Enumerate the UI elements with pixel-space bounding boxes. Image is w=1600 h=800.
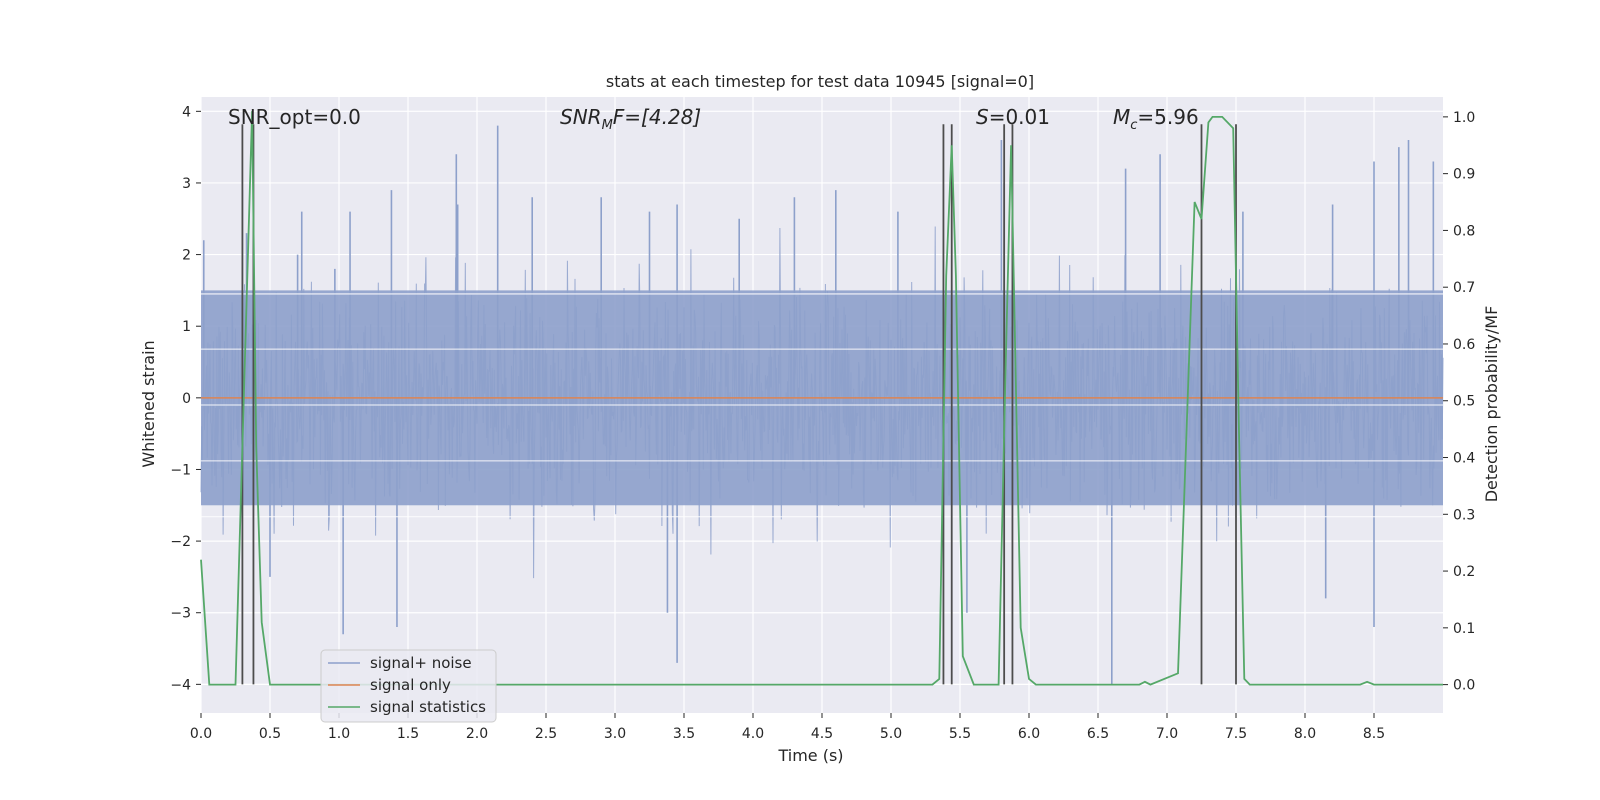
y2-tick-label: 0.6 xyxy=(1453,337,1475,353)
statistics-line xyxy=(200,111,1443,686)
legend-label-signal: signal only xyxy=(370,676,451,694)
x-tick-label: 0.0 xyxy=(190,726,212,742)
y2-tick-label: 0.2 xyxy=(1453,564,1475,580)
y2-tick-label: 0.7 xyxy=(1453,280,1475,296)
x-axis-label: Time (s) xyxy=(777,746,843,765)
x-tick-label: 7.0 xyxy=(1156,726,1178,742)
x-tick-label: 5.5 xyxy=(949,726,971,742)
y2-tick-label: 0.5 xyxy=(1453,394,1475,410)
legend: signal+ noise signal only signal statist… xyxy=(320,649,497,723)
x-tick-label: 0.5 xyxy=(259,726,281,742)
x-tick-label: 4.0 xyxy=(742,726,764,742)
x-tick-label: 5.0 xyxy=(880,726,902,742)
legend-label-stats: signal statistics xyxy=(370,698,486,716)
x-tick-label: 8.5 xyxy=(1363,726,1385,742)
y2-tick-label: 0.9 xyxy=(1453,167,1475,183)
y-tick-label: −1 xyxy=(170,462,191,478)
x-tick-label: 2.0 xyxy=(466,726,488,742)
snr-mf-annotation: SNRMF=[4.28] xyxy=(560,105,701,133)
signal-statistics-series xyxy=(200,111,1443,686)
y-tick-label: 1 xyxy=(182,319,191,335)
y2-tick-label: 0.1 xyxy=(1453,621,1475,637)
y2-tick-label: 0.3 xyxy=(1453,507,1475,523)
snr-opt-annotation: SNR_opt=0.0 xyxy=(228,105,361,129)
y-tick-label: −4 xyxy=(170,677,191,693)
y-tick-label: −2 xyxy=(170,534,191,550)
x-tick-label: 1.0 xyxy=(328,726,350,742)
right-axis: 1.0 0.9 0.8 0.7 0.6 0.5 0.4 0.3 0.2 0.1 0.0 xyxy=(1443,110,1475,694)
x-axis: 0.0 0.5 1.0 1.5 2.0 2.5 3.0 3.5 4.0 4.5 5.0 5.5 6.0 6… xyxy=(190,713,1385,742)
y2-axis-label: Detection probability/MF xyxy=(1482,306,1501,503)
legend-label-noise: signal+ noise xyxy=(370,654,472,672)
x-tick-label: 1.5 xyxy=(397,726,419,742)
y2-tick-label: 1.0 xyxy=(1453,110,1475,126)
legend-box xyxy=(320,649,497,723)
x-tick-label: 6.0 xyxy=(1018,726,1040,742)
s-annotation: S=0.01 xyxy=(976,105,1050,129)
chart-title: stats at each timestep for test data 109… xyxy=(606,72,1034,91)
y-axis-label: Whitened strain xyxy=(139,340,158,467)
x-tick-label: 3.5 xyxy=(673,726,695,742)
y-tick-label: 4 xyxy=(182,104,191,120)
x-tick-label: 7.5 xyxy=(1225,726,1247,742)
y-tick-label: −3 xyxy=(170,606,191,622)
y-tick-label: 2 xyxy=(182,248,191,264)
x-tick-label: 2.5 xyxy=(535,726,557,742)
x-tick-label: 3.0 xyxy=(604,726,626,742)
mc-annotation: Mc=5.96 xyxy=(1113,105,1199,133)
y-tick-label: 3 xyxy=(182,176,191,192)
left-axis: 4 3 2 1 0 −1 −2 −3 −4 xyxy=(170,104,201,693)
x-tick-label: 4.5 xyxy=(811,726,833,742)
y2-tick-label: 0.8 xyxy=(1453,223,1475,239)
y2-tick-label: 0.0 xyxy=(1453,678,1475,694)
x-tick-label: 8.0 xyxy=(1294,726,1316,742)
x-tick-label: 6.5 xyxy=(1087,726,1109,742)
y-tick-label: 0 xyxy=(182,391,191,407)
y2-tick-label: 0.4 xyxy=(1453,451,1475,467)
